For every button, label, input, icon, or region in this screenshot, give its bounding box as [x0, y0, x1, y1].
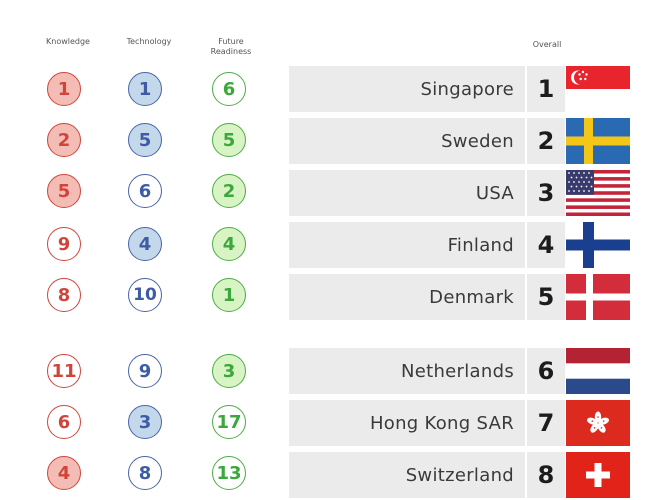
overall-rank: 1: [527, 66, 565, 112]
finland-flag-icon: [566, 222, 630, 268]
future-readiness-rank-badge: 17: [212, 405, 246, 439]
technology-rank-badge: 6: [128, 174, 162, 208]
usa-flag-icon: [566, 170, 630, 216]
technology-rank-badge: 4: [128, 227, 162, 261]
future-readiness-rank-badge: 4: [212, 227, 246, 261]
country-name: Netherlands: [289, 348, 525, 394]
country-name: Denmark: [289, 274, 525, 320]
knowledge-rank-badge: 8: [47, 278, 81, 312]
overall-header: Overall: [532, 40, 562, 49]
denmark-flag-icon: [566, 274, 630, 320]
overall-rank: 8: [527, 452, 565, 498]
future-readiness-rank-badge: 3: [212, 354, 246, 388]
knowledge-rank-badge: 6: [47, 405, 81, 439]
knowledge-rank-badge: 2: [47, 123, 81, 157]
overall-rank: 7: [527, 400, 565, 446]
overall-rank: 3: [527, 170, 565, 216]
netherlands-flag-icon: [566, 348, 630, 394]
knowledge-rank-badge: 1: [47, 72, 81, 106]
country-name: Switzerland: [289, 452, 525, 498]
future-readiness-rank-badge: 13: [212, 456, 246, 490]
future-readiness-rank-badge: 1: [212, 278, 246, 312]
knowledge-rank-badge: 11: [47, 354, 81, 388]
country-name: USA: [289, 170, 525, 216]
technology-rank-badge: 8: [128, 456, 162, 490]
knowledge-rank-badge: 9: [47, 227, 81, 261]
sweden-flag-icon: [566, 118, 630, 164]
country-name: Singapore: [289, 66, 525, 112]
overall-rank: 2: [527, 118, 565, 164]
overall-rank: 5: [527, 274, 565, 320]
singapore-flag-icon: [566, 66, 630, 112]
technology-rank-badge: 10: [128, 278, 162, 312]
hong-kong-flag-icon: [566, 400, 630, 446]
knowledge-rank-badge: 4: [47, 456, 81, 490]
overall-rank: 6: [527, 348, 565, 394]
technology-header: Technology: [126, 37, 172, 46]
switzerland-flag-icon: [566, 452, 630, 498]
future-readiness-header: Future Readiness: [210, 37, 252, 56]
country-name: Finland: [289, 222, 525, 268]
knowledge-header: Knowledge: [46, 37, 90, 46]
overall-rank: 4: [527, 222, 565, 268]
knowledge-rank-badge: 5: [47, 174, 81, 208]
future-readiness-rank-badge: 2: [212, 174, 246, 208]
technology-rank-badge: 5: [128, 123, 162, 157]
technology-rank-badge: 1: [128, 72, 162, 106]
future-readiness-rank-badge: 6: [212, 72, 246, 106]
technology-rank-badge: 9: [128, 354, 162, 388]
technology-rank-badge: 3: [128, 405, 162, 439]
future-readiness-rank-badge: 5: [212, 123, 246, 157]
country-name: Hong Kong SAR: [289, 400, 525, 446]
country-name: Sweden: [289, 118, 525, 164]
